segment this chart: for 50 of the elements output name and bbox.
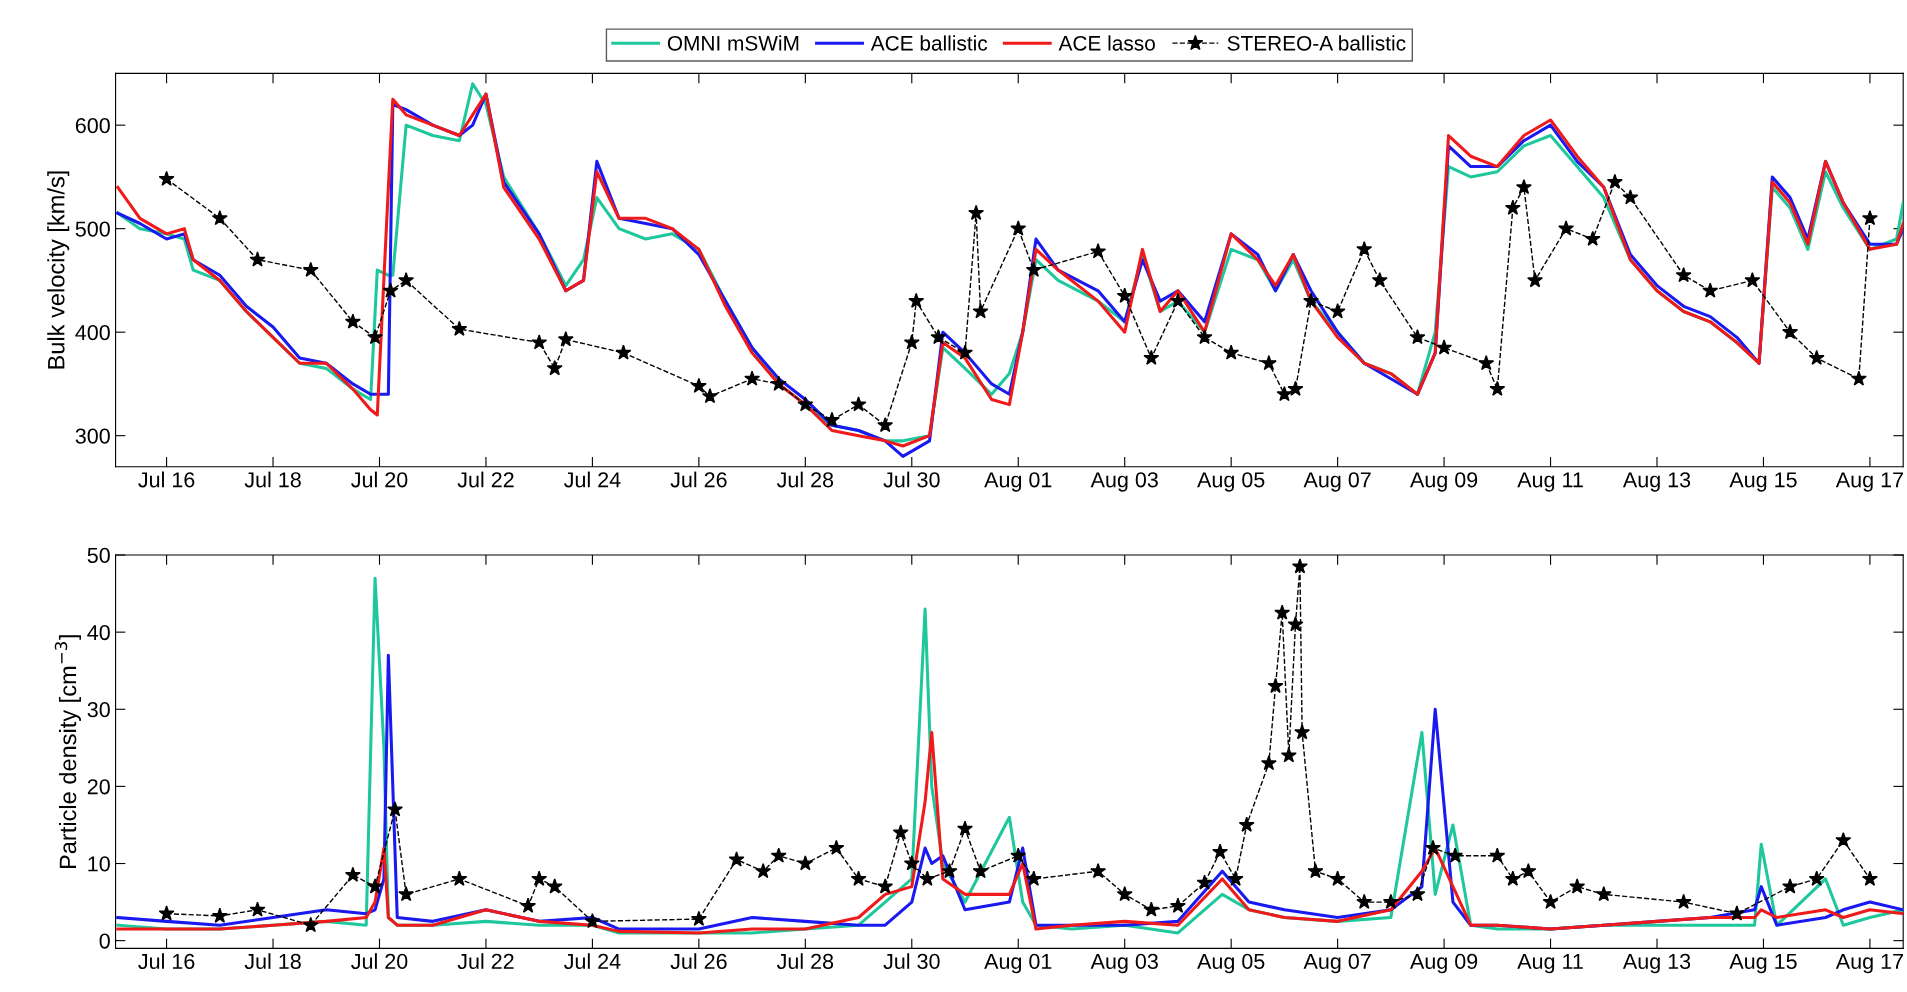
y-tick-label: 30 xyxy=(87,702,110,718)
x-tick-label: Aug 09 xyxy=(1410,953,1478,974)
y-tick-label: 0 xyxy=(99,933,110,949)
x-tick-label: Jul 18 xyxy=(244,471,301,488)
x-tick-label: Aug 03 xyxy=(1090,472,1158,492)
y-tick-label: 50 xyxy=(87,547,110,564)
x-tick-label: Jul 22 xyxy=(457,471,514,488)
x-tick-label: Aug 17 xyxy=(1835,472,1903,492)
legend-label: STEREO-A ballistic xyxy=(1227,35,1406,51)
x-tick-label: Jul 30 xyxy=(883,471,940,488)
legend-label: OMNI mSWiM xyxy=(667,35,799,51)
y-tick-label: 400 xyxy=(75,324,110,341)
x-tick-label: Jul 28 xyxy=(776,953,834,970)
y-axis-title: Particle density [cm$^{−3}$] xyxy=(54,635,81,869)
x-tick-label: Aug 05 xyxy=(1197,472,1265,492)
x-tick-label: Jul 30 xyxy=(883,953,940,970)
x-tick-label: Aug 13 xyxy=(1622,472,1691,492)
x-tick-label: Jul 26 xyxy=(670,471,727,488)
y-tick-label: 500 xyxy=(75,221,110,237)
x-tick-label: Aug 01 xyxy=(984,472,1052,492)
y-tick-label: 10 xyxy=(88,856,110,872)
x-tick-label: Jul 16 xyxy=(138,953,195,970)
x-tick-label: Aug 17 xyxy=(1835,954,1903,974)
x-tick-label: Jul 18 xyxy=(244,953,301,970)
y-tick-label: 300 xyxy=(75,428,110,444)
x-tick-label: Jul 20 xyxy=(351,953,408,970)
x-tick-label: Jul 20 xyxy=(351,471,408,488)
x-tick-label: Aug 11 xyxy=(1517,472,1583,492)
x-tick-label: Jul 22 xyxy=(457,953,514,970)
y-tick-label: 20 xyxy=(87,779,110,795)
y-tick-label: 40 xyxy=(87,624,110,641)
x-tick-label: Jul 28 xyxy=(776,471,834,488)
x-tick-label: Aug 01 xyxy=(984,953,1052,974)
x-tick-label: Jul 16 xyxy=(138,471,195,488)
legend-label: ACE ballistic xyxy=(870,35,988,51)
x-tick-label: Aug 09 xyxy=(1410,472,1478,492)
x-tick-label: Jul 24 xyxy=(564,471,621,488)
x-tick-label: Aug 07 xyxy=(1303,953,1371,974)
x-tick-label: Aug 03 xyxy=(1090,953,1158,974)
x-tick-label: Aug 13 xyxy=(1622,953,1691,974)
legend-label: ACE lasso xyxy=(1058,35,1155,51)
x-tick-label: Aug 11 xyxy=(1517,954,1583,974)
x-tick-label: Aug 15 xyxy=(1729,472,1797,492)
x-tick-label: Aug 15 xyxy=(1729,954,1797,974)
x-tick-label: Jul 26 xyxy=(670,953,727,970)
x-tick-label: Aug 07 xyxy=(1303,472,1371,492)
y-axis-title: Bulk velocity [km/s] xyxy=(47,171,70,369)
x-tick-label: Jul 24 xyxy=(564,953,621,970)
x-tick-label: Aug 05 xyxy=(1197,953,1265,974)
y-tick-label: 600 xyxy=(75,117,110,134)
